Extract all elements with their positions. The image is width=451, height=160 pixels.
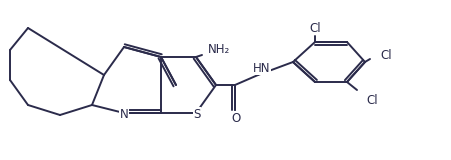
Text: O: O [231, 112, 241, 124]
Text: Cl: Cl [380, 48, 391, 61]
Text: N: N [120, 108, 129, 120]
Text: HN: HN [253, 61, 271, 75]
Text: Cl: Cl [366, 93, 377, 107]
Text: S: S [193, 108, 201, 120]
Text: NH₂: NH₂ [208, 43, 230, 56]
Text: Cl: Cl [309, 21, 321, 35]
